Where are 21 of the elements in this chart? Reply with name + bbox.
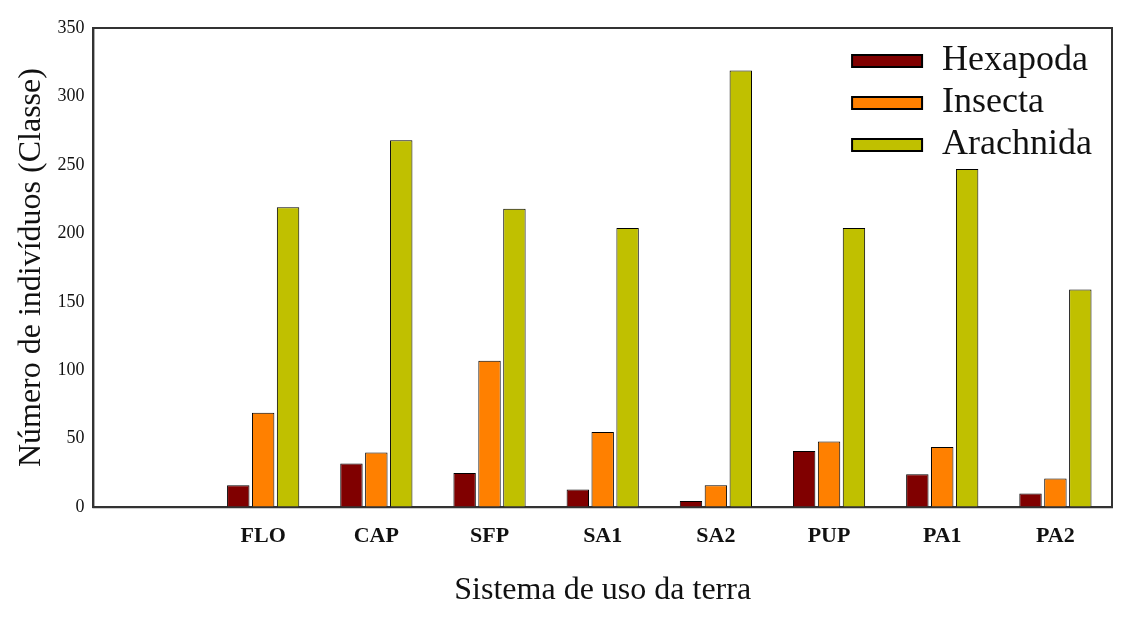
legend-label: Hexapoda — [942, 38, 1089, 79]
x-tick-label: SFP — [469, 522, 510, 548]
y-tick-label: 0 — [75, 495, 85, 516]
y-tick-label: 250 — [57, 153, 85, 174]
x-tick-label: PA1 — [922, 522, 962, 548]
x-tick-label: SA1 — [583, 522, 623, 548]
y-tick-label: 300 — [57, 85, 85, 106]
y-tick-label: 150 — [57, 290, 85, 311]
y-tick-label: 100 — [57, 359, 85, 380]
y-tick-label: 50 — [66, 427, 85, 448]
x-tick-label: PUP — [807, 522, 851, 548]
x-axis-title: Sistema de uso da terra — [454, 570, 752, 607]
x-tick-label: CAP — [353, 522, 399, 548]
x-tick-label: SA2 — [696, 522, 736, 548]
x-tick-label: FLO — [240, 522, 286, 548]
y-axis-title: Número de indivíduos (Classe) — [10, 68, 47, 468]
legend-label: Arachnida — [942, 122, 1093, 163]
y-tick-label: 200 — [57, 222, 85, 243]
legend-label: Insecta — [942, 80, 1045, 121]
y-tick-label: 350 — [57, 16, 85, 37]
x-tick-label: PA2 — [1036, 522, 1075, 548]
